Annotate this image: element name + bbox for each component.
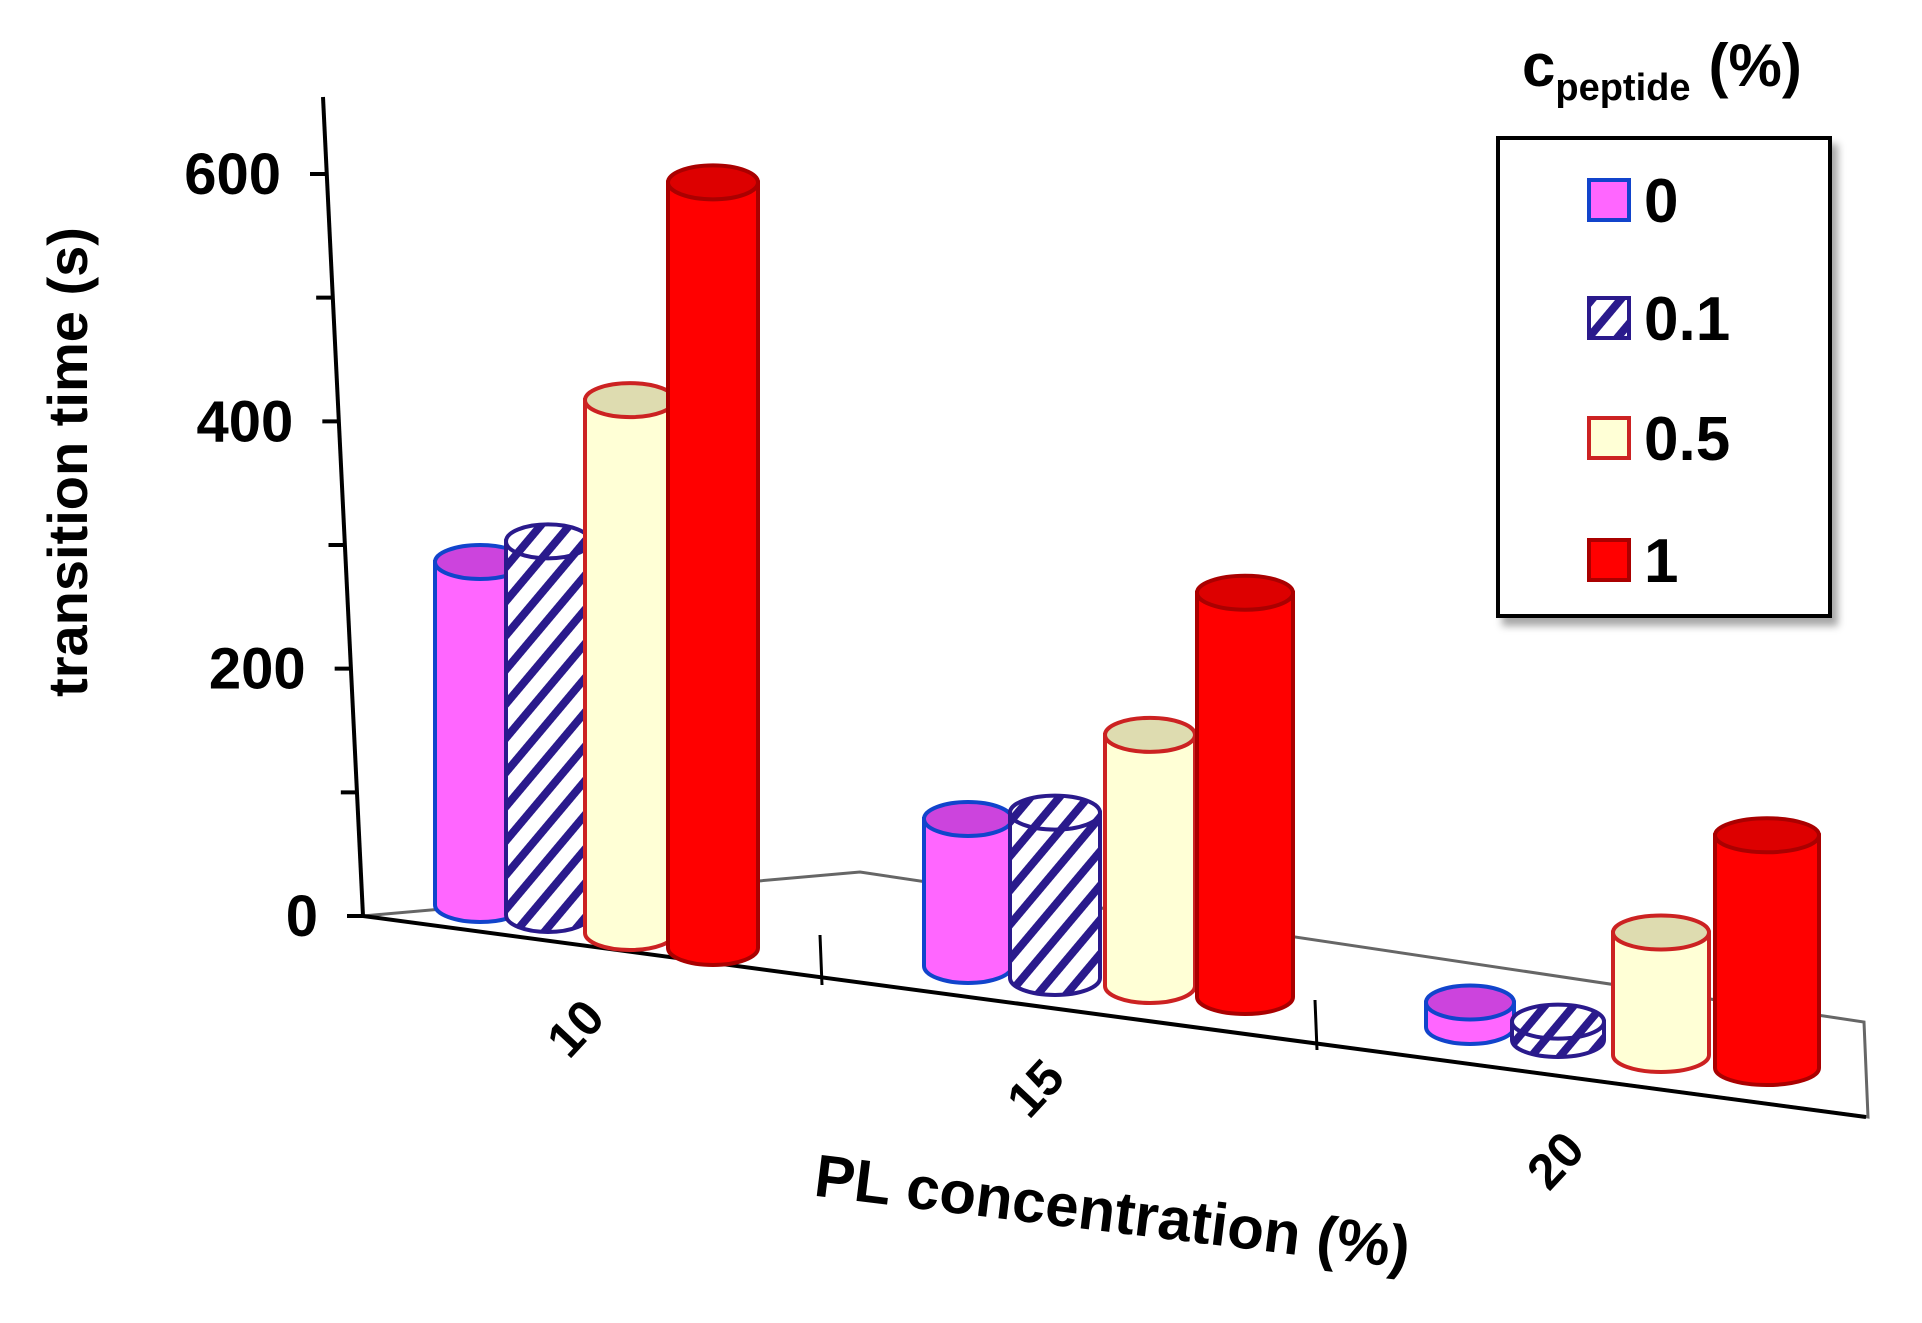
bar-0.5-10: [583, 381, 677, 952]
y-tick-label: 200: [209, 637, 306, 702]
legend-title-unit: (%): [1709, 32, 1802, 99]
legend-swatch: [1587, 178, 1631, 222]
bar-0.1-15: [1008, 793, 1102, 997]
bar-body: [583, 398, 677, 952]
bar-top: [583, 381, 677, 420]
bar-1-20: [1713, 816, 1821, 1087]
legend-item-0: 0: [1587, 167, 1678, 236]
bar-top: [1195, 573, 1295, 612]
bar-body: [504, 539, 592, 934]
bars: [433, 163, 1821, 1087]
bar-body: [1195, 590, 1295, 1016]
bar-top: [1713, 816, 1821, 855]
bar-body: [1103, 732, 1197, 1005]
category-label-20: 20: [1516, 1121, 1595, 1200]
legend: cpeptide (%) 0 0.1 0.5 1: [1496, 32, 1832, 618]
bar-0.5-20: [1611, 913, 1711, 1074]
legend-label: 1: [1644, 527, 1678, 596]
legend-label: 0.5: [1644, 405, 1730, 474]
bar-0.1-20: [1510, 1002, 1606, 1059]
legend-items: 0 0.1 0.5 1: [1587, 167, 1730, 596]
x-axis-title: PL concentration (%): [811, 1142, 1414, 1281]
bar-body: [1008, 810, 1102, 997]
legend-title: cpeptide (%): [1522, 32, 1802, 109]
y-tick-label: 600: [184, 142, 281, 207]
bar-0-15: [922, 800, 1014, 985]
bar-0.1-10: [504, 522, 592, 934]
bar-1-15: [1195, 573, 1295, 1016]
bar-body: [922, 817, 1014, 985]
legend-label: 0: [1644, 167, 1678, 236]
bar-0.5-15: [1103, 715, 1197, 1005]
bar-top: [666, 163, 760, 202]
legend-swatch: [1587, 296, 1631, 340]
bar-top: [504, 522, 592, 561]
x-separator-tick: [1313, 999, 1319, 1051]
legend-item-0.1: 0.1: [1587, 285, 1730, 354]
bar-0-20: [1424, 983, 1516, 1046]
legend-label: 0.1: [1644, 285, 1730, 354]
legend-title-main: c: [1522, 32, 1555, 99]
x-separator-tick: [818, 934, 824, 986]
legend-swatch: [1587, 538, 1631, 582]
legend-item-0.5: 0.5: [1587, 405, 1730, 474]
category-label-10: 10: [536, 989, 615, 1068]
y-tick-label: 400: [197, 389, 294, 454]
bar-body: [1713, 833, 1821, 1087]
y-tick-label: 0: [286, 884, 318, 949]
bar-body: [1611, 930, 1711, 1074]
bar-top: [1510, 1002, 1606, 1041]
legend-box: [1496, 136, 1832, 618]
legend-swatch: [1587, 416, 1631, 460]
legend-item-1: 1: [1587, 527, 1678, 596]
bar-1-10: [666, 163, 760, 967]
bar-body: [666, 180, 760, 967]
bar-top: [1611, 913, 1711, 952]
bar-top: [1008, 793, 1102, 832]
bar-top: [1424, 983, 1516, 1022]
y-ticks: 0 200 400 600: [184, 142, 363, 949]
bar-top: [922, 800, 1014, 838]
category-label-15: 15: [996, 1049, 1075, 1128]
y-axis-line: [321, 96, 365, 917]
bar-top: [1103, 715, 1197, 754]
y-axis-title: transition time (s): [36, 227, 99, 697]
legend-title-sub: peptide: [1555, 67, 1690, 109]
